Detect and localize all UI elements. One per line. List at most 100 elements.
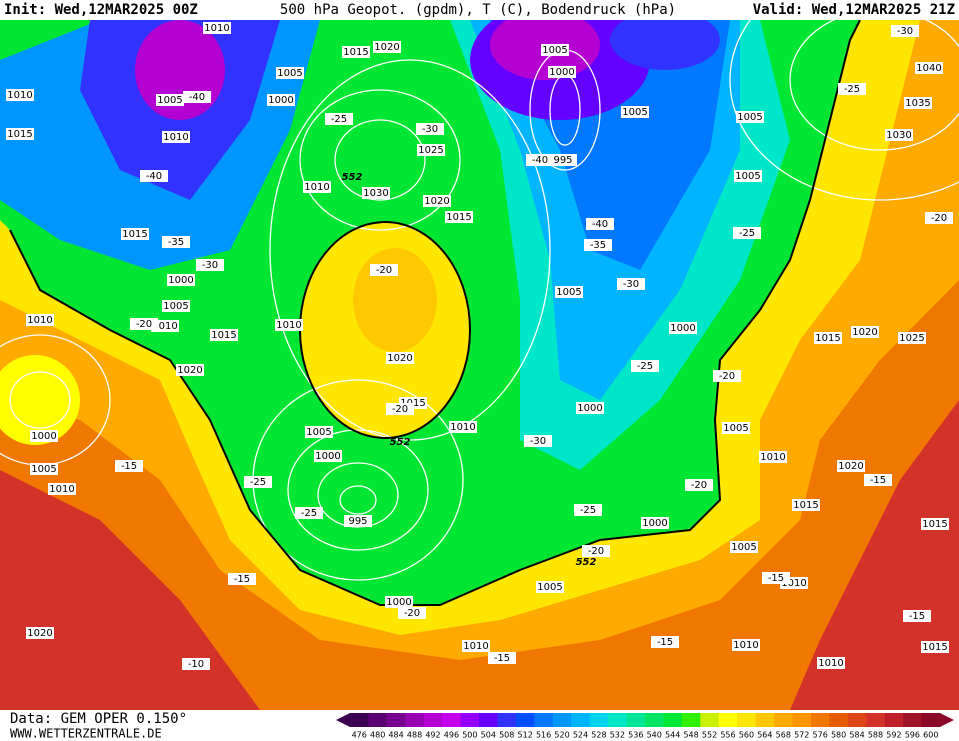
init-text: Init: Wed,12MAR2025 00Z xyxy=(4,2,198,18)
pressure-label-box xyxy=(362,187,390,199)
temperature-label: -25 xyxy=(844,84,860,95)
temperature-label: -35 xyxy=(168,237,184,248)
pressure-label: 1010 xyxy=(27,315,52,326)
pressure-label: 1015 xyxy=(815,333,840,344)
pressure-label: 1035 xyxy=(905,98,930,109)
pressure-label: 1015 xyxy=(922,642,947,653)
pressure-label: 1000 xyxy=(670,323,695,334)
field xyxy=(0,0,959,710)
temperature-label: -30 xyxy=(530,436,546,447)
pressure-label: 1000 xyxy=(31,431,56,442)
temperature-label: -40 xyxy=(189,92,205,103)
pressure-label: 995 xyxy=(553,155,572,166)
pressure-label: 1010 xyxy=(304,182,329,193)
colorbar-label: 524 xyxy=(573,731,588,740)
temperature-label-box xyxy=(398,607,426,619)
colorbar-swatch xyxy=(571,713,591,727)
temperature-label: -20 xyxy=(392,404,408,415)
pressure-label: 1000 xyxy=(315,451,340,462)
pressure-label: 1025 xyxy=(899,333,924,344)
pressure-label: 1005 xyxy=(163,301,188,312)
pressure-label: 1000 xyxy=(386,597,411,608)
temperature-label-box xyxy=(713,370,741,382)
colorbar-swatch xyxy=(460,713,480,727)
temperature-label: -25 xyxy=(331,114,347,125)
temperature-label: -40 xyxy=(592,219,608,230)
pressure-label-box xyxy=(26,314,54,326)
pressure-label-box xyxy=(736,111,764,123)
pressure-label-box xyxy=(449,421,477,433)
pressure-label-box xyxy=(417,144,445,156)
valid-text: Valid: Wed,12MAR2025 21Z xyxy=(753,2,955,18)
pressure-label-box xyxy=(305,426,333,438)
colorbar-swatch xyxy=(423,713,443,727)
colorbar-label: 520 xyxy=(554,731,569,740)
colorbar-label: 600 xyxy=(923,731,938,740)
pressure-label: 1005 xyxy=(306,427,331,438)
colorbar-swatch xyxy=(534,713,554,727)
pressure-label-box xyxy=(276,67,304,79)
pressure-label-box xyxy=(576,402,604,414)
colorbar-swatch xyxy=(755,713,775,727)
pressure-label: 1010 xyxy=(204,23,229,34)
colorbar-swatch xyxy=(829,713,849,727)
field-yellow-left xyxy=(0,355,80,445)
pressure-label: 1000 xyxy=(642,518,667,529)
colorbar-label: 548 xyxy=(683,731,698,740)
colorbar-label: 488 xyxy=(407,731,422,740)
pressure-label-box xyxy=(732,639,760,651)
temperature-label: -30 xyxy=(623,279,639,290)
pressure-label-box xyxy=(621,106,649,118)
pressure-label: 1015 xyxy=(793,500,818,511)
pressure-label: 1010 xyxy=(463,641,488,652)
pressure-label: 1010 xyxy=(760,452,785,463)
temperature-label: -15 xyxy=(909,611,925,622)
colorbar-label: 592 xyxy=(886,731,901,740)
pressure-label: 1005 xyxy=(556,287,581,298)
pressure-label-box xyxy=(851,326,879,338)
pressure-label: 1020 xyxy=(387,353,412,364)
colorbar-label: 556 xyxy=(720,731,735,740)
colorbar-swatch xyxy=(405,713,425,727)
temperature-label-box xyxy=(891,25,919,37)
pressure-label: 1005 xyxy=(277,68,302,79)
temperature-label-box xyxy=(903,610,931,622)
colorbar: 476 480 484 488 492 496 500 504 508 512 516 520 524 5… xyxy=(336,713,954,740)
colorbar-swatch xyxy=(718,713,738,727)
colorbar-label: 544 xyxy=(665,731,680,740)
temperature-label: -15 xyxy=(234,574,250,585)
colorbar-label: 584 xyxy=(849,731,864,740)
pressure-label: 1005 xyxy=(723,423,748,434)
colorbar-swatch xyxy=(386,713,406,727)
temperature-label-box xyxy=(685,479,713,491)
pressure-label: 1020 xyxy=(424,196,449,207)
pressure-label-box xyxy=(303,181,331,193)
temperature-label-box xyxy=(582,545,610,557)
pressure-label-box xyxy=(462,640,490,652)
colorbar-swatch xyxy=(884,713,904,727)
temperature-label-box xyxy=(196,259,224,271)
pressure-label-box xyxy=(445,211,473,223)
temperature-label-box xyxy=(864,474,892,486)
colorbar-swatch xyxy=(645,713,664,727)
pressure-label-box xyxy=(6,89,34,101)
colorbar-swatch xyxy=(866,713,886,727)
colorbar-label: 564 xyxy=(757,731,772,740)
pressure-label: 1010 xyxy=(818,658,843,669)
pressure-label: 1005 xyxy=(735,171,760,182)
temperature-label: -20 xyxy=(376,265,392,276)
pressure-label: 1005 xyxy=(737,112,762,123)
temperature-label-box xyxy=(925,212,953,224)
pressure-label: 1005 xyxy=(542,45,567,56)
pressure-label: 1010 xyxy=(163,132,188,143)
pressure-label-box xyxy=(203,22,231,34)
temperature-label-box xyxy=(115,460,143,472)
pressure-label: 1030 xyxy=(886,130,911,141)
temperature-label: -10 xyxy=(188,659,204,670)
pressure-label-box xyxy=(342,46,370,58)
temperature-label: -15 xyxy=(657,637,673,648)
colorbar-label: 572 xyxy=(794,731,809,740)
data-source: Data: GEM OPER 0.150° xyxy=(10,711,187,727)
pressure-label-box xyxy=(792,499,820,511)
